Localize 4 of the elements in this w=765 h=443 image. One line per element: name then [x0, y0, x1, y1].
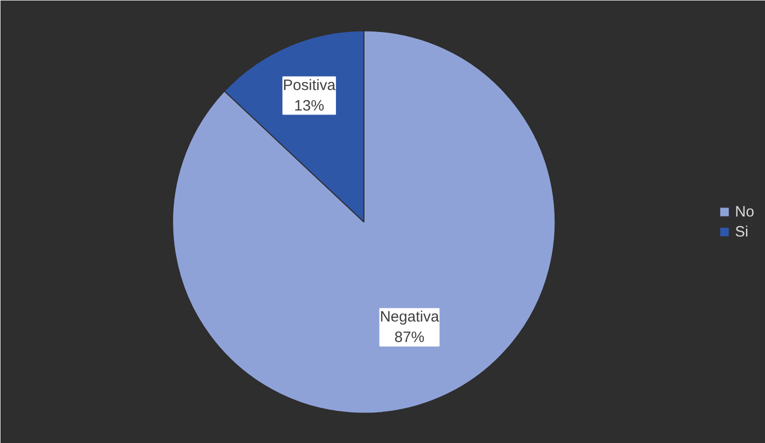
legend-label: No: [735, 203, 755, 220]
data-label: Negativa 87%: [380, 308, 440, 346]
legend-label: Si: [735, 223, 750, 240]
data-label: Positiva 13%: [282, 76, 336, 114]
